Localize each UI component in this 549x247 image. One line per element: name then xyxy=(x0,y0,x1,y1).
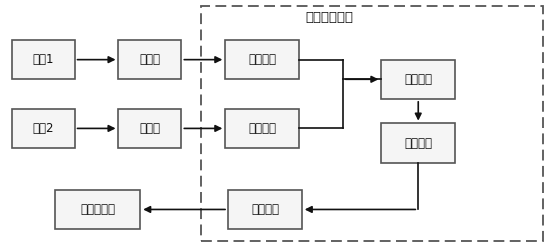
FancyBboxPatch shape xyxy=(225,109,299,148)
Text: 混合模块: 混合模块 xyxy=(404,137,432,150)
FancyBboxPatch shape xyxy=(119,40,181,79)
Text: 预热模块: 预热模块 xyxy=(248,53,276,66)
FancyBboxPatch shape xyxy=(382,60,455,99)
FancyBboxPatch shape xyxy=(12,40,75,79)
FancyBboxPatch shape xyxy=(228,190,302,229)
Text: 混合模块: 混合模块 xyxy=(404,73,432,86)
FancyBboxPatch shape xyxy=(382,124,455,163)
FancyBboxPatch shape xyxy=(55,190,141,229)
FancyBboxPatch shape xyxy=(225,40,299,79)
Text: 预热模块: 预热模块 xyxy=(248,122,276,135)
Text: 计量泵: 计量泵 xyxy=(139,122,160,135)
FancyBboxPatch shape xyxy=(12,109,75,148)
Text: 微通道反应器: 微通道反应器 xyxy=(305,11,353,24)
Text: 原料2: 原料2 xyxy=(32,122,54,135)
Text: 原料1: 原料1 xyxy=(32,53,54,66)
Text: 冷却模块: 冷却模块 xyxy=(251,203,279,216)
Text: 产品收集器: 产品收集器 xyxy=(80,203,115,216)
FancyBboxPatch shape xyxy=(119,109,181,148)
Text: 计量泵: 计量泵 xyxy=(139,53,160,66)
